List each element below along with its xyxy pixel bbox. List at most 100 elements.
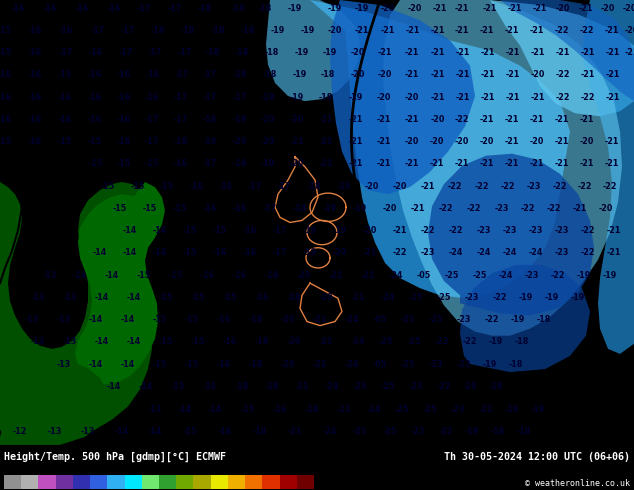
Text: -25: -25	[401, 360, 415, 368]
Text: -22: -22	[437, 382, 451, 391]
Bar	[73, 475, 90, 489]
Text: -21: -21	[319, 159, 333, 168]
Text: -21: -21	[481, 48, 495, 57]
Text: -14: -14	[127, 337, 141, 346]
Text: -21: -21	[606, 48, 620, 57]
Text: -23: -23	[429, 360, 443, 368]
Text: -16: -16	[0, 93, 12, 101]
Text: -21: -21	[480, 26, 494, 35]
Text: -14: -14	[148, 427, 162, 436]
Text: -14: -14	[178, 405, 192, 414]
Text: -14: -14	[105, 270, 119, 279]
Text: -15: -15	[131, 182, 145, 191]
Text: -25: -25	[381, 382, 395, 391]
Text: -14: -14	[121, 360, 135, 368]
Text: -15: -15	[159, 293, 173, 302]
Text: -21: -21	[319, 337, 333, 346]
Polygon shape	[75, 182, 165, 384]
Text: -15: -15	[89, 159, 103, 168]
Text: -19: -19	[505, 405, 519, 414]
Text: -18: -18	[203, 115, 217, 124]
Text: -23: -23	[435, 337, 449, 346]
Text: -23: -23	[421, 248, 435, 257]
Text: -17: -17	[137, 3, 151, 13]
Bar	[107, 475, 124, 489]
Text: -17: -17	[203, 93, 217, 101]
Text: -21: -21	[431, 93, 445, 101]
Text: -13: -13	[57, 360, 71, 368]
Text: -21: -21	[377, 137, 391, 146]
Text: -20: -20	[290, 115, 304, 124]
Text: -21: -21	[605, 26, 619, 35]
Bar	[262, 475, 280, 489]
Text: -20: -20	[430, 137, 444, 146]
Text: -17: -17	[174, 93, 188, 101]
Text: -05: -05	[373, 315, 387, 324]
Text: -16: -16	[88, 93, 102, 101]
Text: -25: -25	[353, 427, 367, 436]
Text: -20: -20	[333, 248, 347, 257]
Text: -16: -16	[273, 405, 287, 414]
Text: -17: -17	[233, 93, 247, 101]
Text: -21: -21	[480, 115, 494, 124]
Text: -20: -20	[261, 137, 275, 146]
Text: -15: -15	[191, 337, 205, 346]
Text: -15: -15	[171, 382, 185, 391]
Text: -24: -24	[529, 248, 543, 257]
Text: -17: -17	[273, 248, 287, 257]
Bar	[39, 475, 56, 489]
Text: -19: -19	[511, 315, 525, 324]
Polygon shape	[490, 0, 634, 116]
Text: -14: -14	[115, 427, 129, 436]
Text: -19: -19	[301, 26, 315, 35]
Text: -21: -21	[573, 204, 587, 213]
Text: -18: -18	[263, 71, 277, 79]
Text: -22: -22	[455, 115, 469, 124]
Polygon shape	[460, 265, 590, 372]
Text: -19: -19	[290, 93, 304, 101]
Text: -22: -22	[581, 226, 595, 235]
Text: -24: -24	[503, 248, 517, 257]
Text: -20: -20	[363, 226, 377, 235]
Text: -17: -17	[119, 48, 133, 57]
Text: -20: -20	[383, 204, 397, 213]
Text: -20: -20	[601, 3, 615, 13]
Text: -19: -19	[328, 3, 342, 13]
Text: -20: -20	[580, 137, 594, 146]
Text: -21: -21	[480, 159, 494, 168]
Text: -22: -22	[421, 226, 436, 235]
Bar	[297, 475, 314, 489]
Bar	[142, 475, 159, 489]
Text: -21: -21	[456, 93, 470, 101]
Text: -14: -14	[208, 405, 222, 414]
Text: -16: -16	[28, 26, 42, 35]
Text: -16: -16	[243, 226, 257, 235]
Text: -14: -14	[153, 226, 167, 235]
Text: -16: -16	[201, 270, 215, 279]
Text: -16: -16	[218, 427, 232, 436]
Text: -15: -15	[88, 137, 102, 146]
Text: -18: -18	[258, 3, 272, 13]
Polygon shape	[0, 0, 152, 443]
Text: -25: -25	[409, 293, 423, 302]
Text: -25: -25	[473, 270, 487, 279]
Text: -19: -19	[463, 382, 477, 391]
Polygon shape	[0, 360, 108, 445]
Text: -16: -16	[233, 270, 247, 279]
Text: -21: -21	[361, 270, 375, 279]
Text: -22: -22	[547, 204, 561, 213]
Text: -17: -17	[273, 226, 287, 235]
Text: -14: -14	[127, 293, 141, 302]
Text: -18: -18	[206, 48, 220, 57]
Bar	[280, 475, 297, 489]
Text: -21: -21	[431, 71, 445, 79]
Text: -22: -22	[439, 204, 453, 213]
Text: -20: -20	[287, 337, 301, 346]
Text: -21: -21	[411, 204, 425, 213]
Text: -21: -21	[581, 48, 595, 57]
Text: -19: -19	[489, 337, 503, 346]
Text: -18: -18	[293, 204, 307, 213]
Text: -19: -19	[323, 204, 337, 213]
Text: -21: -21	[606, 71, 620, 79]
Text: -19: -19	[333, 226, 347, 235]
